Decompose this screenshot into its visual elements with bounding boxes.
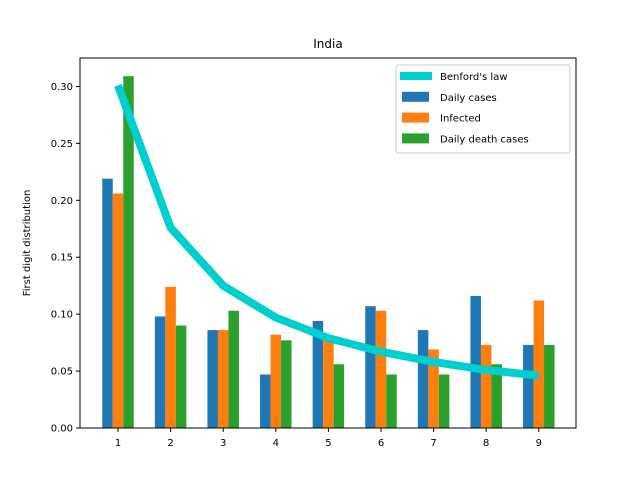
y-tick-label: 0.05 (51, 367, 73, 378)
x-tick-label: 5 (325, 438, 331, 449)
y-tick-label: 0.25 (51, 139, 73, 150)
bar-daily-death-cases-7 (438, 374, 450, 428)
bar-daily-cases-2 (154, 316, 166, 428)
legend-swatch-daily-cases (402, 91, 429, 102)
x-tick-label: 2 (167, 438, 173, 449)
bar-daily-death-cases-6 (386, 374, 397, 428)
bar-daily-cases-5 (312, 320, 324, 428)
bar-daily-cases-6 (365, 306, 376, 428)
legend-label-benford-s-law: Benford's law (440, 72, 508, 83)
legend-swatch-daily-death-cases (402, 133, 429, 144)
y-tick-label: 0.30 (51, 82, 73, 93)
benford-line-layer (114, 83, 540, 380)
x-tick-label: 6 (378, 438, 384, 449)
bar-daily-death-cases-5 (333, 364, 345, 428)
x-tick-label: 1 (115, 438, 121, 449)
bar-infected-9 (533, 300, 545, 428)
bar-daily-death-cases-9 (544, 344, 555, 428)
x-tick-label: 3 (220, 438, 226, 449)
legend-swatch-infected (402, 112, 429, 123)
bar-infected-8 (480, 344, 492, 428)
bar-daily-cases-3 (207, 330, 218, 428)
bar-infected-4 (270, 334, 282, 428)
bars-layer (102, 76, 555, 428)
y-axis-title: First digit distribution (22, 190, 33, 297)
bar-infected-1 (112, 193, 124, 428)
chart-title: India (313, 37, 342, 51)
legend-label-infected: Infected (440, 114, 481, 125)
bar-daily-cases-1 (102, 178, 113, 428)
x-tick-label: 9 (536, 438, 542, 449)
bar-daily-death-cases-4 (281, 340, 292, 428)
bar-infected-3 (217, 330, 229, 428)
bar-infected-7 (428, 349, 439, 428)
y-tick-label: 0.10 (51, 310, 73, 321)
legend-label-daily-cases: Daily cases (440, 93, 497, 104)
y-tick-label: 0.20 (51, 196, 73, 207)
y-tick-label: 0.15 (51, 253, 73, 264)
legend: Benford's law Daily cases Infected Daily de… (395, 64, 571, 154)
x-tick-label: 7 (430, 438, 436, 449)
bar-daily-death-cases-3 (228, 310, 239, 428)
bar-daily-cases-9 (523, 344, 534, 428)
bar-daily-cases-7 (417, 330, 429, 428)
legend-label-daily-death-cases: Daily death cases (440, 134, 529, 145)
legend-box (395, 64, 571, 154)
bar-infected-5 (323, 340, 334, 428)
bar-daily-cases-4 (260, 374, 271, 428)
x-tick-label: 8 (483, 438, 489, 449)
bar-infected-6 (375, 310, 387, 428)
x-tick-label: 4 (273, 438, 279, 449)
benford-law-line (114, 83, 540, 380)
bar-daily-death-cases-8 (491, 364, 502, 428)
axes-layer: 0.00 0.05 0.10 0.15 0.20 0.25 0.30 1 2 3 4 5 6 7 8 9 (51, 57, 577, 449)
bar-daily-death-cases-1 (123, 76, 134, 428)
bar-daily-death-cases-2 (175, 325, 187, 428)
y-tick-label: 0.00 (51, 424, 73, 435)
bar-daily-cases-8 (470, 295, 481, 428)
bar-infected-2 (165, 286, 176, 428)
